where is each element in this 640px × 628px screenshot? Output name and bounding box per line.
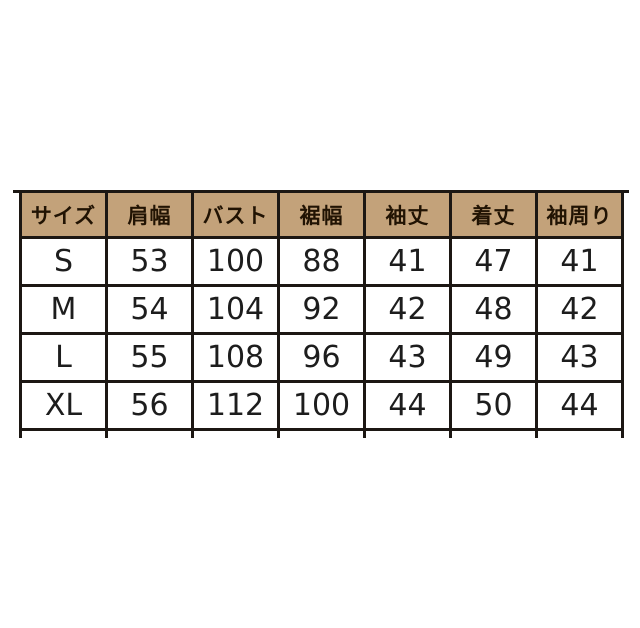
value-cell: 55	[108, 335, 194, 383]
value-cell: 104	[194, 287, 280, 335]
table-border-stub	[19, 424, 22, 438]
value-cell: 100	[280, 383, 366, 431]
value-cell: 92	[280, 287, 366, 335]
table-border-stub	[621, 424, 624, 438]
value-cell: 49	[452, 335, 538, 383]
value-cell: 47	[452, 239, 538, 287]
value-cell: 44	[538, 383, 624, 431]
header-cell-sleeve-circumference: 袖周り	[538, 193, 624, 239]
value-cell: 42	[366, 287, 452, 335]
value-cell: 88	[280, 239, 366, 287]
size-cell: S	[22, 239, 108, 287]
size-cell: XL	[22, 383, 108, 431]
table-row-l: L 55 108 96 43 49 43	[22, 335, 624, 383]
header-cell-bust: バスト	[194, 193, 280, 239]
table-border-stub	[105, 424, 108, 438]
header-row: サイズ 肩幅 バスト 裾幅 袖丈 着丈 袖周り	[22, 193, 624, 239]
header-cell-sleeve-length: 袖丈	[366, 193, 452, 239]
value-cell: 41	[366, 239, 452, 287]
value-cell: 50	[452, 383, 538, 431]
header-cell-hem-width: 裾幅	[280, 193, 366, 239]
value-cell: 56	[108, 383, 194, 431]
table-border-stub	[363, 424, 366, 438]
value-cell: 44	[366, 383, 452, 431]
value-cell: 100	[194, 239, 280, 287]
table-border-stub	[277, 424, 280, 438]
size-cell: L	[22, 335, 108, 383]
size-chart-table: サイズ 肩幅 バスト 裾幅 袖丈 着丈 袖周り S 53 100 88 41 4…	[19, 190, 624, 431]
value-cell: 48	[452, 287, 538, 335]
table-row-m: M 54 104 92 42 48 42	[22, 287, 624, 335]
table-border-stub	[449, 424, 452, 438]
table-top-rule	[13, 190, 629, 193]
value-cell: 54	[108, 287, 194, 335]
header-cell-body-length: 着丈	[452, 193, 538, 239]
header-cell-shoulder-width: 肩幅	[108, 193, 194, 239]
value-cell: 112	[194, 383, 280, 431]
table-border-stub	[535, 424, 538, 438]
header-cell-size: サイズ	[22, 193, 108, 239]
value-cell: 108	[194, 335, 280, 383]
size-chart-table-wrap: サイズ 肩幅 バスト 裾幅 袖丈 着丈 袖周り S 53 100 88 41 4…	[13, 190, 629, 438]
value-cell: 96	[280, 335, 366, 383]
size-cell: M	[22, 287, 108, 335]
table-row-xl: XL 56 112 100 44 50 44	[22, 383, 624, 431]
value-cell: 41	[538, 239, 624, 287]
value-cell: 42	[538, 287, 624, 335]
value-cell: 43	[366, 335, 452, 383]
value-cell: 43	[538, 335, 624, 383]
table-row-s: S 53 100 88 41 47 41	[22, 239, 624, 287]
value-cell: 53	[108, 239, 194, 287]
table-border-stub	[191, 424, 194, 438]
